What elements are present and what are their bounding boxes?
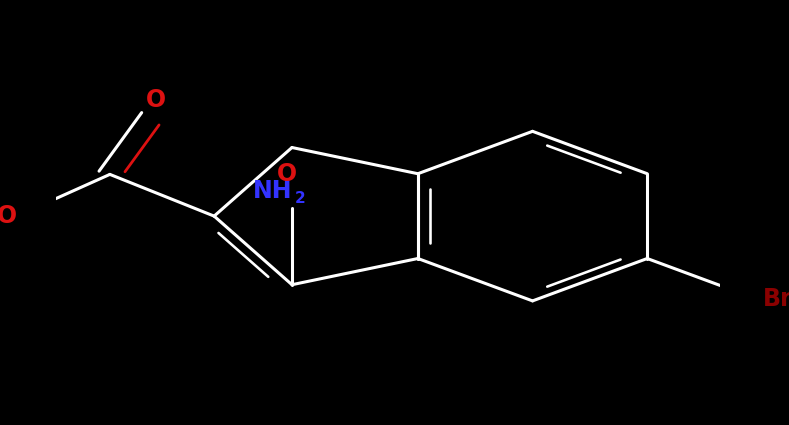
Text: O: O <box>146 88 166 112</box>
Text: O: O <box>0 204 17 228</box>
Text: NH: NH <box>252 179 292 203</box>
Text: O: O <box>277 162 297 186</box>
Text: Br: Br <box>763 287 789 311</box>
Text: 2: 2 <box>295 191 306 207</box>
